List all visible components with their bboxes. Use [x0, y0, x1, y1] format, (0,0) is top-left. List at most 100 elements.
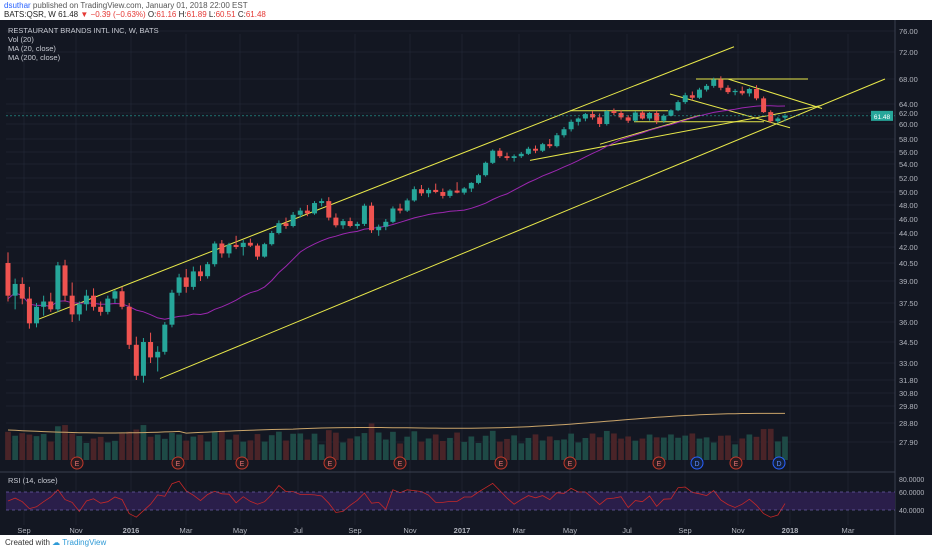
candle-body [376, 226, 382, 231]
price-axis-label: 40.50 [899, 259, 918, 268]
candle-body [197, 271, 203, 277]
low-value: 60.51 [215, 10, 236, 19]
legend-ma200[interactable]: MA (200, close) [8, 53, 61, 62]
time-axis-label: Sep [348, 526, 361, 535]
candle-body [440, 192, 446, 196]
marker-label: E [240, 461, 245, 468]
time-axis[interactable]: Sep Nov 2016 Mar May Jul Sep Nov 2017 Mar May Jul Se… [17, 526, 855, 535]
candle-body [276, 223, 282, 233]
candle-body [369, 205, 375, 231]
candle-body [55, 265, 61, 310]
rsi-axis: 80.0000 60.0000 40.0000 [6, 477, 924, 515]
dividend-marker [772, 456, 786, 470]
legend-vol[interactable]: Vol (20) [8, 35, 34, 44]
candle-body [561, 129, 567, 136]
candle-body [34, 306, 40, 324]
candle-body [518, 153, 524, 157]
volume-bar [261, 441, 268, 460]
volume-bar [511, 435, 517, 460]
volume-bar [482, 435, 489, 460]
price-axis-label: 34.50 [899, 338, 918, 347]
time-axis-label: Mar [180, 526, 193, 535]
candle-body [105, 298, 111, 312]
volume-bar [90, 438, 97, 460]
candle-body [247, 242, 253, 246]
volume-bar [497, 441, 503, 460]
price-axis-label: 30.80 [899, 389, 918, 398]
time-axis-label: Sep [17, 526, 30, 535]
earnings-marker [494, 456, 508, 470]
candle-body [746, 89, 752, 94]
volume-bar [197, 434, 204, 460]
candle-body [283, 223, 289, 226]
candle-body [411, 189, 417, 201]
candle-body [83, 295, 89, 305]
candle-body [554, 135, 560, 147]
price-axis-label: 56.00 [899, 148, 918, 157]
volume-bar [83, 443, 90, 460]
candle-body [611, 111, 617, 113]
price-axis-label: 33.00 [899, 359, 918, 368]
earnings-marker [235, 456, 249, 470]
close-label: C: [237, 10, 246, 19]
candle-body [725, 87, 731, 93]
candle-body [183, 277, 189, 287]
last-price: 61.48 [58, 10, 79, 19]
tradingview-logo-icon: ☁ [52, 538, 61, 547]
candle-body [333, 217, 339, 226]
volume-bar [646, 434, 653, 460]
volume-bar [660, 437, 667, 460]
earnings-marker [70, 456, 84, 470]
volume-bar [204, 441, 211, 460]
rsi-axis-label: 60.0000 [899, 490, 924, 497]
candle-body [504, 156, 510, 158]
time-axis-label: May [233, 526, 247, 535]
candle-body [540, 144, 546, 151]
volume-bar [746, 434, 753, 460]
candle-body [383, 221, 389, 227]
username-link[interactable]: dsuthar [4, 1, 31, 10]
volume-bar [618, 438, 624, 460]
time-axis-label: Nov [731, 526, 745, 535]
volume-bar [382, 439, 389, 460]
candle-body [240, 242, 246, 247]
price-axis-label: 48.00 [899, 201, 918, 210]
candle-body [347, 221, 353, 226]
candle-body [689, 95, 695, 98]
candle-body [76, 304, 82, 315]
price-axis-label: 36.00 [899, 318, 918, 327]
price-axis-label: 29.80 [899, 402, 918, 411]
footer-text: Created with ☁ TradingView [5, 538, 106, 547]
candle-body [48, 301, 54, 310]
earnings-marker [323, 456, 337, 470]
volume-bar [97, 436, 104, 460]
channel-lower-line [159, 78, 886, 380]
price-axis-label: 46.00 [899, 215, 918, 224]
volume-bar [760, 429, 767, 460]
candle-body [597, 117, 603, 124]
legend-ma20[interactable]: MA (20, close) [8, 44, 56, 53]
volume-bar [112, 440, 118, 460]
candle-body [397, 208, 403, 211]
candle-body [483, 162, 489, 176]
marker-label: D [694, 461, 699, 468]
candle-body [219, 243, 225, 254]
tradingview-brand[interactable]: TradingView [62, 538, 107, 547]
publish-header: dsuthar published on TradingView.com, Ja… [0, 0, 932, 20]
candlesticks [5, 76, 788, 383]
price-axis-label: 37.50 [899, 299, 918, 308]
volume-bar [19, 433, 26, 460]
candle-body [718, 79, 724, 88]
candle-body [404, 200, 410, 211]
legend-rsi[interactable]: RSI (14, close) [8, 476, 58, 485]
price-axis-label: 50.00 [899, 188, 918, 197]
publish-line: dsuthar published on TradingView.com, Ja… [4, 1, 248, 10]
price-axis-label: 54.00 [899, 160, 918, 169]
time-axis-label: Jul [622, 526, 632, 535]
candle-body [69, 295, 75, 315]
volume-bar [775, 441, 781, 460]
candle-body [782, 115, 788, 118]
